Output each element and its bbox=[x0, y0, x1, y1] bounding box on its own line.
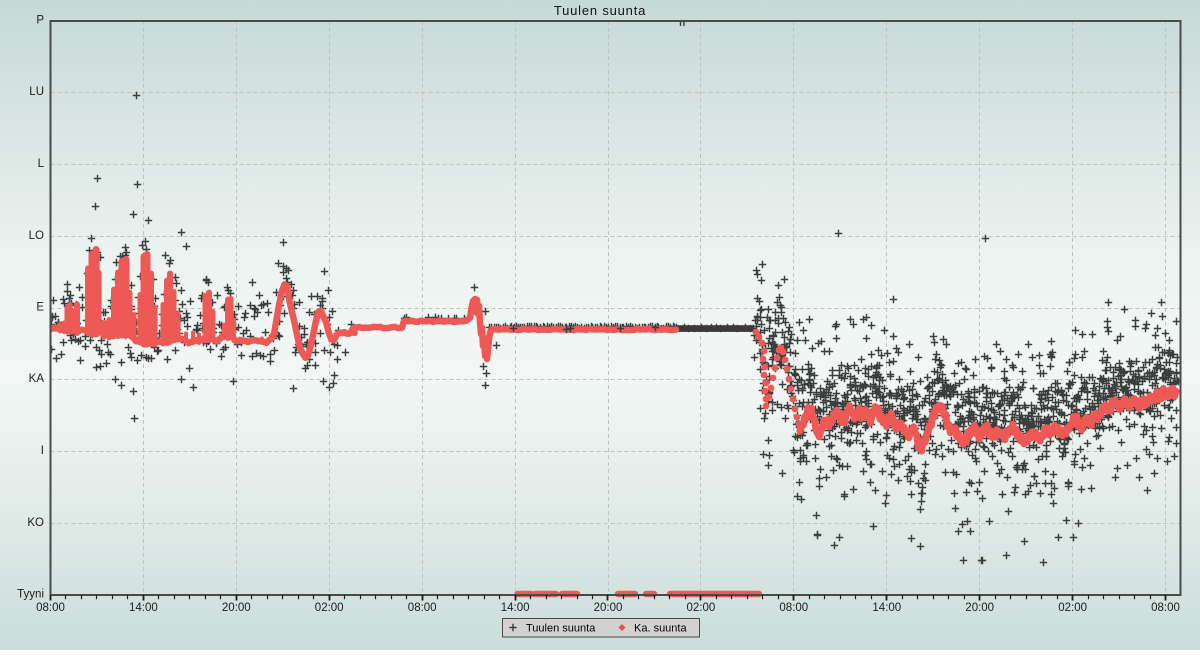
svg-text:Tuulen suunta: Tuulen suunta bbox=[554, 3, 646, 18]
svg-text:KO: KO bbox=[27, 517, 44, 529]
svg-text:LU: LU bbox=[29, 86, 44, 98]
svg-text:Tyyni: Tyyni bbox=[17, 589, 44, 601]
svg-text:L: L bbox=[38, 158, 45, 170]
svg-text:08:00: 08:00 bbox=[779, 602, 808, 614]
svg-text:20:00: 20:00 bbox=[965, 602, 994, 614]
svg-text:P: P bbox=[36, 15, 44, 27]
svg-text:08:00: 08:00 bbox=[408, 602, 437, 614]
svg-text:14:00: 14:00 bbox=[872, 602, 901, 614]
svg-text:02:00: 02:00 bbox=[687, 602, 716, 614]
svg-text:LO: LO bbox=[29, 230, 44, 242]
svg-text:20:00: 20:00 bbox=[222, 602, 251, 614]
svg-text:I: I bbox=[41, 445, 44, 457]
svg-text:E: E bbox=[36, 302, 44, 314]
svg-text:KA: KA bbox=[29, 373, 45, 385]
svg-text:20:00: 20:00 bbox=[594, 602, 623, 614]
svg-text:08:00: 08:00 bbox=[36, 602, 65, 614]
svg-text:02:00: 02:00 bbox=[315, 602, 344, 614]
svg-text:02:00: 02:00 bbox=[1058, 602, 1087, 614]
svg-text:Tuulen suunta: Tuulen suunta bbox=[526, 623, 596, 635]
svg-text:Ka. suunta: Ka. suunta bbox=[634, 623, 687, 635]
svg-text:08:00: 08:00 bbox=[1151, 602, 1180, 614]
svg-text:14:00: 14:00 bbox=[129, 602, 158, 614]
svg-text:14:00: 14:00 bbox=[501, 602, 530, 614]
